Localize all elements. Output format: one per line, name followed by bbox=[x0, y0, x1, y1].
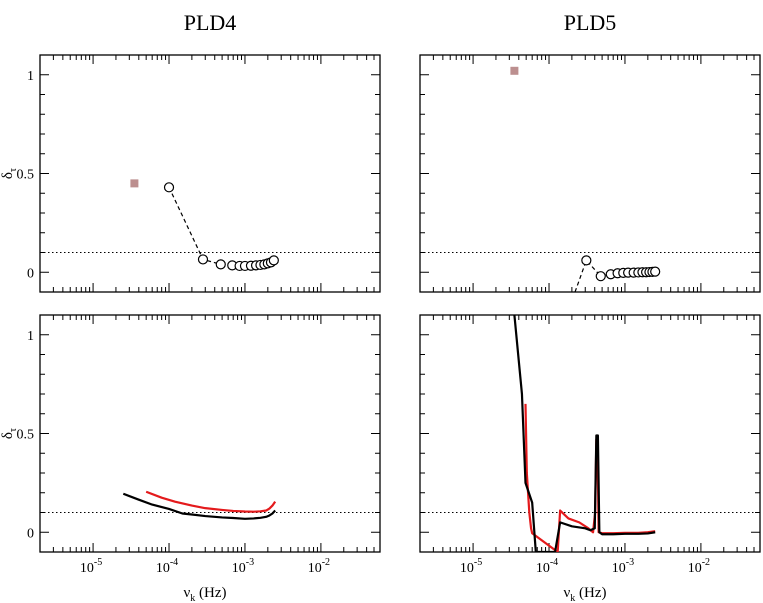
x-axis-symbol: ν bbox=[183, 585, 190, 601]
x-tick-label: 10-3 bbox=[232, 557, 254, 576]
series-connector bbox=[168, 187, 275, 267]
column-title-pld4: PLD4 bbox=[184, 10, 237, 35]
x-tick-base: 10 bbox=[308, 561, 322, 576]
data-point bbox=[650, 266, 661, 277]
x-axis-symbol: ν bbox=[563, 585, 570, 601]
y-tick-label: 0 bbox=[27, 526, 34, 541]
series-line bbox=[122, 492, 276, 520]
x-tick-label: 10-3 bbox=[612, 557, 634, 576]
y-tick-label: 1 bbox=[27, 329, 34, 344]
y-axis-symbol: δ bbox=[0, 432, 16, 439]
panel-frame bbox=[419, 314, 761, 553]
panel-frame bbox=[39, 54, 381, 293]
plot-area bbox=[420, 66, 760, 292]
y-axis-label: δτ bbox=[0, 168, 19, 179]
y-ticks bbox=[420, 54, 760, 293]
x-minor-ticks bbox=[39, 55, 381, 292]
panel-frame bbox=[419, 54, 761, 293]
series-line bbox=[513, 315, 656, 552]
data-point bbox=[215, 259, 226, 270]
panel-pld5-top bbox=[419, 54, 761, 293]
x-tick-base: 10 bbox=[536, 561, 550, 576]
x-tick-label: 10-5 bbox=[460, 557, 482, 576]
panel-pld4-top: 0 0.5 1 δτ bbox=[0, 54, 381, 293]
plot-area bbox=[420, 315, 760, 552]
y-axis-subscript: τ bbox=[8, 428, 19, 432]
y-tick-label: 1 bbox=[27, 69, 34, 84]
data-point bbox=[581, 255, 592, 266]
data-point-square bbox=[510, 66, 519, 75]
x-tick-base: 10 bbox=[612, 561, 626, 576]
x-tick-exponent: -2 bbox=[322, 557, 330, 568]
x-axis-label: νk (Hz) bbox=[183, 585, 226, 603]
y-tick-label: 0.5 bbox=[17, 168, 35, 183]
series-line bbox=[145, 490, 277, 513]
x-tick-exponent: -5 bbox=[474, 557, 482, 568]
x-minor-ticks bbox=[419, 55, 761, 292]
data-point bbox=[595, 271, 606, 282]
x-tick-label: 10-4 bbox=[536, 557, 558, 576]
x-tick-base: 10 bbox=[156, 561, 170, 576]
x-axis-subscript: k bbox=[190, 593, 195, 603]
x-tick-exponent: -2 bbox=[702, 557, 710, 568]
y-tick-label: 0.5 bbox=[17, 428, 35, 443]
y-axis-label: δτ bbox=[0, 428, 19, 439]
x-tick-exponent: -5 bbox=[94, 557, 102, 568]
plot-area bbox=[40, 179, 380, 272]
x-tick-exponent: -3 bbox=[626, 557, 634, 568]
x-axis-label: νk (Hz) bbox=[563, 585, 606, 603]
x-tick-base: 10 bbox=[688, 561, 702, 576]
x-axis-subscript: k bbox=[570, 593, 575, 603]
data-point-square bbox=[130, 179, 139, 188]
column-title-pld5: PLD5 bbox=[564, 10, 617, 35]
y-axis-symbol: δ bbox=[0, 172, 16, 179]
x-axis-unit: (Hz) bbox=[575, 585, 606, 601]
x-tick-base: 10 bbox=[80, 561, 94, 576]
x-tick-base: 10 bbox=[232, 561, 246, 576]
y-tick-label: 0 bbox=[27, 266, 34, 281]
y-ticks bbox=[40, 314, 380, 553]
y-ticks bbox=[40, 54, 380, 293]
panel-pld5-bottom: 10-5 10-4 10-3 10-2νk (Hz) bbox=[419, 314, 761, 603]
y-ticks bbox=[420, 314, 760, 553]
x-minor-ticks bbox=[39, 315, 381, 552]
x-axis-unit: (Hz) bbox=[195, 585, 226, 601]
x-tick-exponent: -4 bbox=[170, 557, 178, 568]
plot-area bbox=[40, 490, 380, 520]
x-tick-exponent: -4 bbox=[550, 557, 558, 568]
data-point bbox=[268, 255, 279, 266]
x-tick-exponent: -3 bbox=[246, 557, 254, 568]
y-axis-subscript: τ bbox=[8, 168, 19, 172]
x-tick-label: 10-2 bbox=[688, 557, 710, 576]
x-tick-label: 10-2 bbox=[308, 557, 330, 576]
x-tick-label: 10-4 bbox=[156, 557, 178, 576]
data-point bbox=[163, 182, 175, 193]
x-minor-ticks bbox=[419, 315, 761, 552]
x-tick-label: 10-5 bbox=[80, 557, 102, 576]
x-tick-base: 10 bbox=[460, 561, 474, 576]
data-point bbox=[197, 254, 209, 265]
